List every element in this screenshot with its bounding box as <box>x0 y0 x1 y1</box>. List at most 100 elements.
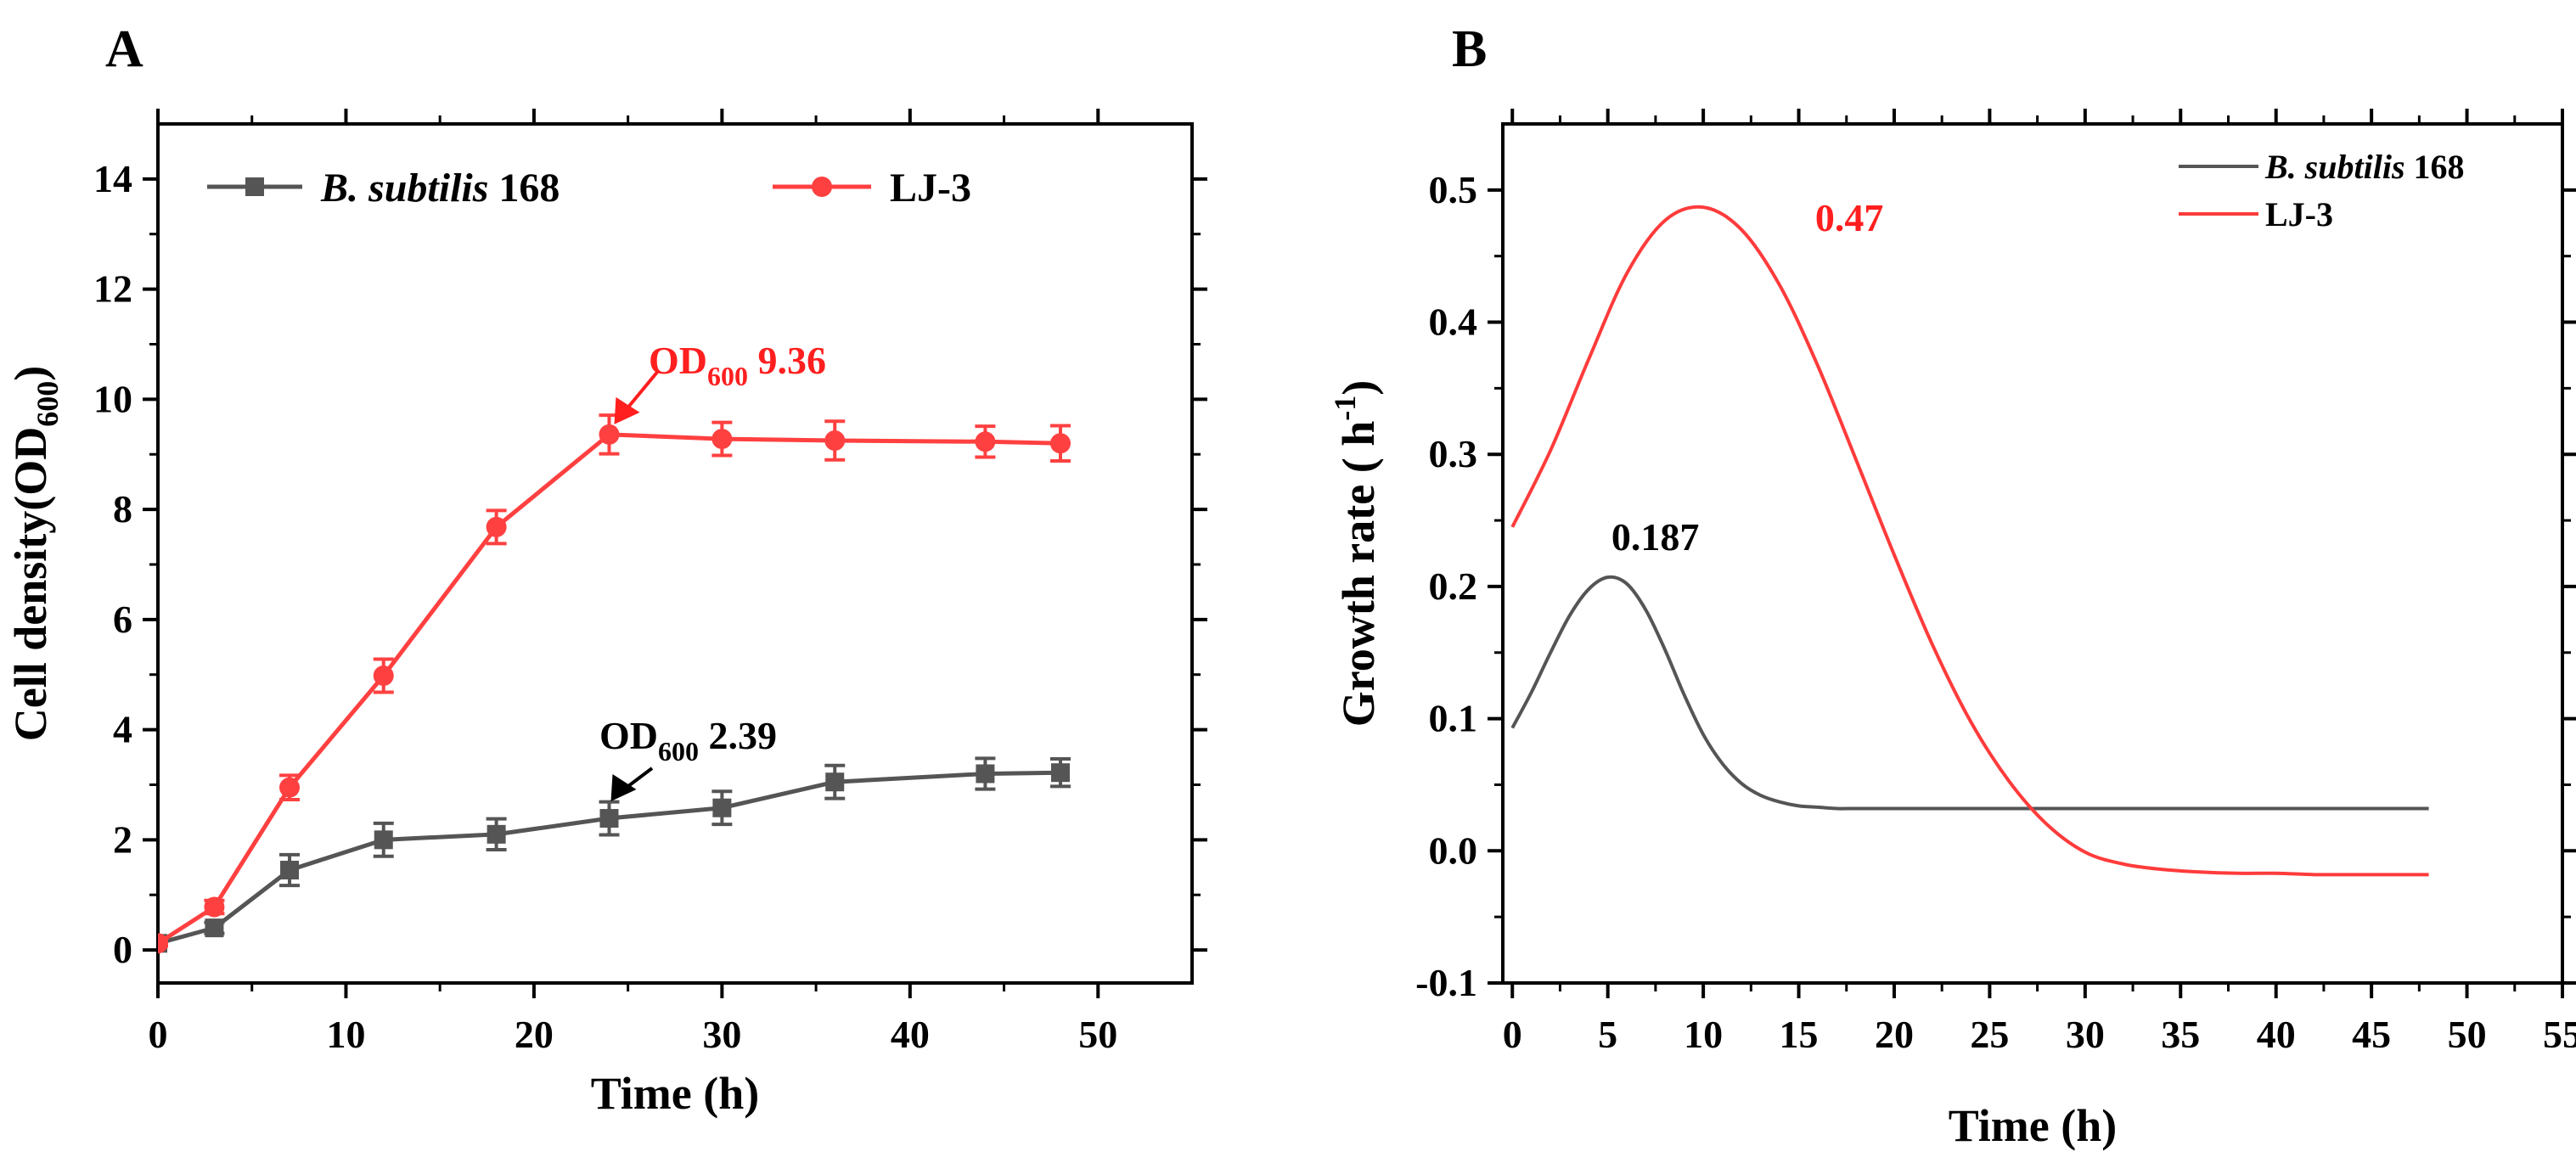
y-axis-title-main: Growth rate ( h <box>1333 421 1384 727</box>
annotation-arrowhead <box>610 774 637 802</box>
data-point <box>599 809 619 828</box>
x-tick-label: 10 <box>326 1013 365 1056</box>
annotation-prefix: OD <box>599 714 658 757</box>
x-axis-title: Time (h) <box>591 1068 760 1119</box>
y-tick-label: 8 <box>113 487 132 531</box>
y-tick-label: 0.0 <box>1429 828 1478 872</box>
legend-label-rest: 168 <box>488 166 560 211</box>
data-point <box>1050 763 1070 783</box>
annotation-prefix: OD <box>649 339 707 382</box>
series-line <box>158 770 1061 946</box>
legend-label-rest: 168 <box>2405 148 2465 186</box>
x-tick-label: 50 <box>1078 1013 1117 1056</box>
x-axis-title: Time (h) <box>1949 1100 2118 1151</box>
x-tick-label: 30 <box>702 1013 741 1056</box>
annotation-label: 0.47 <box>1815 196 1884 239</box>
annotation-value: 2.39 <box>699 714 777 757</box>
data-point <box>280 861 300 880</box>
data-point <box>824 430 846 452</box>
x-tick-label: 45 <box>2352 1013 2391 1056</box>
plot-frame <box>156 122 1194 985</box>
series-line <box>1510 575 2429 811</box>
data-point <box>158 933 168 954</box>
y-axis-title-close: ) <box>5 366 56 381</box>
legend-marker <box>245 177 264 196</box>
y-axis-title-main: Cell density(OD <box>5 427 56 742</box>
x-tick-label: 20 <box>1875 1013 1914 1056</box>
y-tick-label: 0.2 <box>1429 564 1478 608</box>
data-point <box>599 424 620 445</box>
y-tick-label: 4 <box>113 708 132 751</box>
annotation-arrowhead <box>614 396 640 424</box>
x-tick-label: 25 <box>1970 1013 2009 1056</box>
annotation-label: OD600 2.39 <box>599 714 777 767</box>
x-tick-label: 0 <box>1503 1013 1522 1056</box>
data-point <box>976 764 995 784</box>
data-point <box>486 516 507 537</box>
data-point <box>711 429 733 450</box>
data-point <box>374 830 393 850</box>
series-2 <box>158 413 1071 954</box>
y-axis-title: Growth rate ( h-1) <box>1328 380 1384 727</box>
y-tick-label: 0 <box>113 928 132 971</box>
x-tick-label: 50 <box>2448 1013 2487 1056</box>
x-tick-label: 10 <box>1684 1013 1723 1056</box>
annotation-label: 0.187 <box>1611 515 1700 559</box>
legend-label-rest: LJ-3 <box>890 166 971 211</box>
y-tick-label: 0.5 <box>1429 168 1478 211</box>
legend-label-italic: B. subtilis <box>320 166 488 211</box>
legend-label: B. subtilis 168 <box>2264 148 2465 186</box>
x-tick-label: 35 <box>2161 1013 2200 1056</box>
data-point <box>487 824 506 844</box>
annotation-value: 9.36 <box>748 339 826 382</box>
x-tick-label: 15 <box>1780 1013 1819 1056</box>
x-tick-label: 40 <box>2257 1013 2296 1056</box>
annotation-sub: 600 <box>658 736 699 767</box>
y-tick-label: 10 <box>93 377 132 420</box>
y-tick-label: 0.1 <box>1429 697 1478 740</box>
series-1 <box>1510 575 2429 811</box>
x-tick-label: 20 <box>515 1013 554 1056</box>
legend-label: LJ-3 <box>2265 195 2333 233</box>
data-point <box>204 896 225 918</box>
series-1 <box>158 756 1071 953</box>
series-2 <box>1510 205 2429 877</box>
plot-frame <box>1501 122 2564 985</box>
panel-b: B 0 5 10 15 20 25 30 35 40 45 50 55 -0.1 0.0 0.1 0.2 0.3 0… <box>1328 20 2576 1151</box>
annotation-label: OD600 9.36 <box>649 339 826 391</box>
data-point <box>825 772 845 792</box>
data-point <box>712 798 732 817</box>
legend-label: B. subtilis 168 <box>320 166 560 211</box>
y-tick-label: 2 <box>113 817 132 861</box>
series-line <box>158 432 1061 946</box>
y-tick-label: 6 <box>113 598 132 641</box>
y-axis-title-close: ) <box>1333 380 1384 396</box>
data-point <box>279 777 301 798</box>
y-axis-title: Cell density(OD600) <box>5 366 65 741</box>
y-axis-title-sup: -1 <box>1328 396 1362 421</box>
annotation-sub: 600 <box>707 361 748 391</box>
y-tick-label: 12 <box>93 267 132 311</box>
x-tick-label: 5 <box>1598 1013 1617 1056</box>
legend-label: LJ-3 <box>890 166 971 211</box>
y-tick-label: -0.1 <box>1415 961 1477 1004</box>
legend-label-italic: B. subtilis <box>2264 148 2405 186</box>
panel-label: A <box>105 20 143 78</box>
legend-label-rest: LJ-3 <box>2265 195 2333 233</box>
y-tick-label: 0.3 <box>1429 432 1478 475</box>
y-axis-title-sub: 600 <box>31 381 65 427</box>
data-point <box>205 918 224 938</box>
panel-a: A 0 10 20 30 40 50 0 2 4 6 8 10 12 14 Time (h) Cell dens… <box>5 20 1207 1119</box>
legend-marker <box>812 177 832 197</box>
x-tick-label: 55 <box>2543 1013 2576 1056</box>
x-tick-label: 40 <box>891 1013 930 1056</box>
data-point <box>373 666 394 687</box>
series-line <box>1510 205 2429 877</box>
x-tick-label: 30 <box>2066 1013 2105 1056</box>
y-tick-label: 0.4 <box>1429 300 1478 344</box>
x-tick-label: 0 <box>149 1013 168 1056</box>
panel-label: B <box>1452 20 1487 78</box>
y-tick-label: 14 <box>93 157 132 200</box>
data-point <box>975 431 996 452</box>
